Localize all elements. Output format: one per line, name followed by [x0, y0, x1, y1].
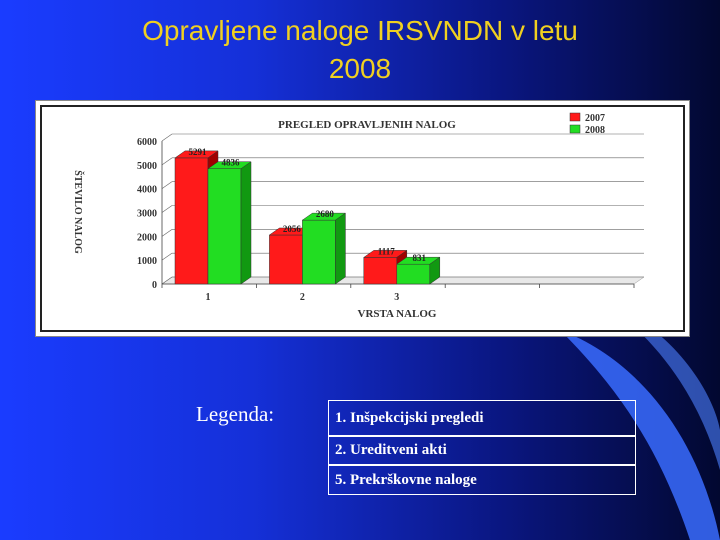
gridline-slant — [161, 252, 173, 261]
bar-side — [429, 256, 441, 285]
bar-front — [269, 234, 303, 285]
bar-chart: PREGLED OPRAVLJENIH NALOG VRSTA NALOG ŠT… — [72, 112, 645, 320]
y-tick-label: 4000 — [137, 185, 157, 196]
x-tick-label: 1 — [206, 292, 211, 303]
bar-front — [363, 257, 398, 285]
legend-heading: Legenda: — [196, 402, 275, 426]
data-label: 831 — [413, 253, 427, 263]
data-label: 1117 — [378, 246, 396, 256]
title-line-2: 2008 — [328, 53, 392, 84]
x-tick-label: 3 — [394, 292, 399, 303]
legend-entry: 2007 — [585, 113, 605, 124]
legend-entry: 2008 — [585, 125, 605, 136]
gridline-slant — [161, 205, 173, 213]
gridline-slant — [161, 157, 173, 166]
data-label: 2056 — [283, 224, 302, 234]
bar-side — [240, 161, 252, 285]
gridline-slant — [161, 276, 173, 285]
chart-title: PREGLED OPRAVLJENIH NALOG — [278, 119, 456, 131]
bar-front — [302, 219, 336, 285]
x-axis-label: VRSTA NALOG — [358, 308, 437, 320]
legend-item-2: 2. Ureditveni akti — [328, 436, 636, 465]
y-tick-label: 1000 — [137, 256, 157, 267]
page-title: Opravljene naloge IRSVNDN v letu 2008 — [60, 12, 660, 88]
bar-front — [207, 168, 242, 285]
bar-front — [174, 157, 209, 285]
y-tick-label: 6000 — [137, 137, 157, 148]
data-label: 4836 — [222, 158, 241, 168]
legend-swatch — [569, 112, 581, 122]
legend-item-1: 1. Inšpekcijski pregledi — [328, 400, 636, 436]
bar-side — [335, 212, 346, 285]
y-tick-label: 3000 — [137, 209, 157, 220]
title-line-1: Opravljene naloge IRSVNDN v letu — [142, 15, 578, 46]
x-tick-label: 2 — [300, 292, 305, 303]
chart-frame: PREGLED OPRAVLJENIH NALOG VRSTA NALOG ŠT… — [35, 100, 690, 337]
bar-front — [396, 263, 431, 285]
y-tick-label: 0 — [152, 280, 157, 291]
legend-item-3: 5. Prekrškovne naloge — [328, 465, 636, 495]
y-tick-label: 5000 — [137, 161, 157, 172]
y-axis-label: ŠTEVILO NALOG — [72, 170, 85, 254]
chart-panel: PREGLED OPRAVLJENIH NALOG VRSTA NALOG ŠT… — [40, 105, 685, 332]
gridline-slant — [161, 229, 173, 237]
gridline-slant — [161, 181, 173, 189]
legend-swatch — [569, 124, 581, 134]
data-label: 2680 — [316, 209, 335, 219]
gridline-slant — [161, 133, 173, 142]
y-tick-label: 2000 — [137, 232, 157, 243]
data-label: 5291 — [189, 147, 208, 157]
